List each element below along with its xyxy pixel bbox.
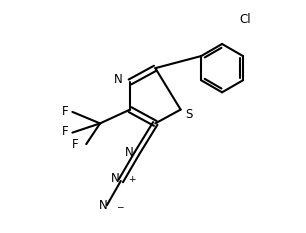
- Text: F: F: [62, 105, 69, 118]
- Text: F: F: [72, 138, 78, 151]
- Text: N: N: [99, 199, 108, 212]
- Text: N: N: [111, 172, 120, 185]
- Text: +: +: [128, 175, 135, 184]
- Text: −: −: [116, 202, 124, 211]
- Text: N: N: [125, 146, 133, 159]
- Text: Cl: Cl: [239, 13, 251, 26]
- Text: F: F: [62, 125, 69, 138]
- Text: S: S: [185, 108, 192, 121]
- Text: N: N: [114, 73, 123, 86]
